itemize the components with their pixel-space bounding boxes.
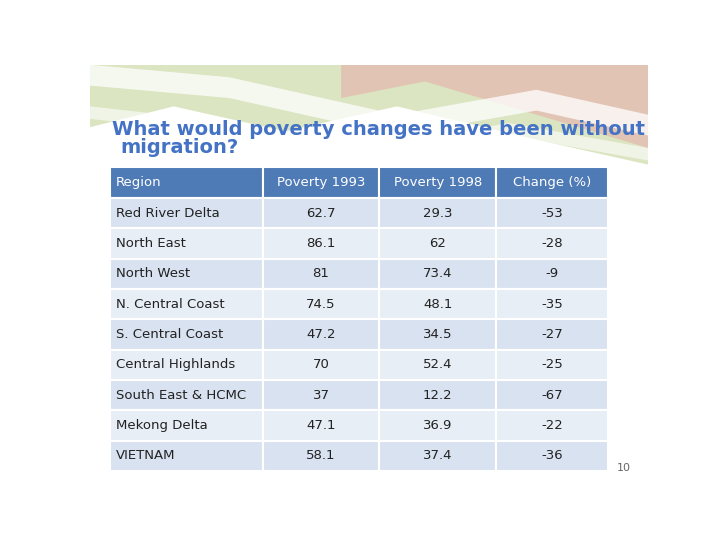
Bar bbox=[379, 441, 496, 471]
Text: 12.2: 12.2 bbox=[423, 389, 453, 402]
Text: 47.2: 47.2 bbox=[306, 328, 336, 341]
Bar bbox=[496, 441, 608, 471]
Text: 37: 37 bbox=[312, 389, 330, 402]
Text: VIETNAM: VIETNAM bbox=[116, 449, 176, 462]
Text: Poverty 1993: Poverty 1993 bbox=[276, 176, 365, 189]
Text: 81: 81 bbox=[312, 267, 330, 280]
Text: Change (%): Change (%) bbox=[513, 176, 591, 189]
Bar bbox=[109, 410, 263, 441]
Text: -28: -28 bbox=[541, 237, 563, 250]
Bar bbox=[379, 289, 496, 319]
Text: 10: 10 bbox=[617, 463, 631, 473]
Text: 47.1: 47.1 bbox=[306, 419, 336, 432]
Bar bbox=[109, 349, 263, 380]
Polygon shape bbox=[90, 106, 648, 160]
Text: 52.4: 52.4 bbox=[423, 359, 452, 372]
Bar bbox=[379, 167, 496, 198]
Text: 37.4: 37.4 bbox=[423, 449, 452, 462]
Bar bbox=[263, 228, 379, 259]
Bar bbox=[109, 259, 263, 289]
Polygon shape bbox=[90, 65, 648, 136]
Text: 62.7: 62.7 bbox=[306, 206, 336, 220]
Text: 58.1: 58.1 bbox=[306, 449, 336, 462]
Bar bbox=[109, 319, 263, 349]
Text: -9: -9 bbox=[545, 267, 559, 280]
Bar bbox=[379, 198, 496, 228]
Text: -22: -22 bbox=[541, 419, 563, 432]
Bar bbox=[109, 228, 263, 259]
Text: 62: 62 bbox=[429, 237, 446, 250]
Text: Mekong Delta: Mekong Delta bbox=[116, 419, 208, 432]
Bar bbox=[263, 441, 379, 471]
Text: -27: -27 bbox=[541, 328, 563, 341]
Bar bbox=[379, 259, 496, 289]
Bar bbox=[496, 380, 608, 410]
Text: -53: -53 bbox=[541, 206, 563, 220]
Text: -35: -35 bbox=[541, 298, 563, 310]
Bar bbox=[379, 319, 496, 349]
Text: migration?: migration? bbox=[121, 138, 239, 158]
Bar bbox=[109, 167, 263, 198]
Bar bbox=[109, 441, 263, 471]
Bar bbox=[379, 410, 496, 441]
Bar bbox=[496, 349, 608, 380]
Bar bbox=[263, 259, 379, 289]
Bar bbox=[263, 349, 379, 380]
Bar bbox=[496, 198, 608, 228]
Text: -25: -25 bbox=[541, 359, 563, 372]
Text: What would poverty changes have been without: What would poverty changes have been wit… bbox=[112, 120, 645, 139]
Text: Region: Region bbox=[116, 176, 162, 189]
Bar bbox=[109, 198, 263, 228]
Text: South East & HCMC: South East & HCMC bbox=[116, 389, 246, 402]
Bar bbox=[263, 167, 379, 198]
Text: 36.9: 36.9 bbox=[423, 419, 452, 432]
Text: North East: North East bbox=[116, 237, 186, 250]
Bar bbox=[496, 410, 608, 441]
Bar bbox=[496, 259, 608, 289]
Text: North West: North West bbox=[116, 267, 190, 280]
Text: 29.3: 29.3 bbox=[423, 206, 452, 220]
Bar bbox=[379, 349, 496, 380]
Text: 73.4: 73.4 bbox=[423, 267, 452, 280]
Text: -67: -67 bbox=[541, 389, 563, 402]
Bar bbox=[263, 380, 379, 410]
Bar bbox=[109, 289, 263, 319]
Bar bbox=[263, 410, 379, 441]
Text: 48.1: 48.1 bbox=[423, 298, 452, 310]
Bar bbox=[379, 380, 496, 410]
Text: 34.5: 34.5 bbox=[423, 328, 452, 341]
Bar bbox=[496, 228, 608, 259]
Bar bbox=[496, 167, 608, 198]
Bar bbox=[263, 198, 379, 228]
Text: -36: -36 bbox=[541, 449, 563, 462]
Text: N. Central Coast: N. Central Coast bbox=[116, 298, 225, 310]
Text: Poverty 1998: Poverty 1998 bbox=[394, 176, 482, 189]
Bar bbox=[263, 319, 379, 349]
Bar bbox=[496, 289, 608, 319]
Bar bbox=[379, 228, 496, 259]
Text: Central Highlands: Central Highlands bbox=[116, 359, 235, 372]
Text: 70: 70 bbox=[312, 359, 330, 372]
Text: S. Central Coast: S. Central Coast bbox=[116, 328, 223, 341]
Polygon shape bbox=[341, 65, 648, 148]
Bar bbox=[109, 380, 263, 410]
Polygon shape bbox=[90, 65, 648, 165]
Text: 86.1: 86.1 bbox=[306, 237, 336, 250]
Bar bbox=[496, 319, 608, 349]
Bar bbox=[263, 289, 379, 319]
Text: 74.5: 74.5 bbox=[306, 298, 336, 310]
Text: Red River Delta: Red River Delta bbox=[116, 206, 220, 220]
